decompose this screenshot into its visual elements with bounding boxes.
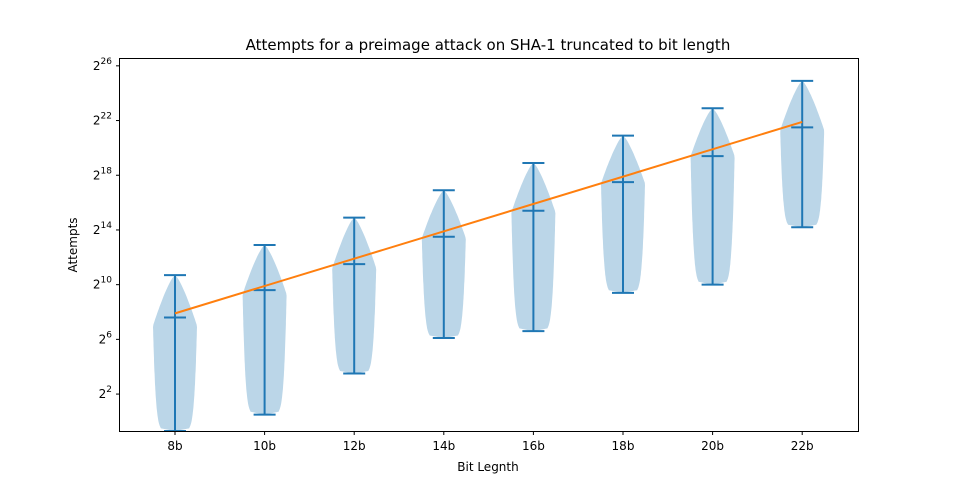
y-tick-exponent: 14 [101,221,113,231]
violin-whisker-14b [432,189,455,339]
x-tick-label: 16b [522,439,545,453]
y-tick-base: 2 [93,59,101,73]
x-axis-label: Bit Legnth [457,460,518,474]
y-tick-exponent: 6 [106,330,112,340]
y-tick-base: 2 [93,223,101,237]
trend-line [174,120,803,315]
y-tick-label: 214 [93,221,112,237]
y-tick-label: 26 [99,330,113,346]
x-tick-label: 22b [791,439,814,453]
y-tick-base: 2 [99,387,107,401]
violin-whisker-12b [343,216,366,375]
x-tick-label: 12b [343,439,366,453]
violin-whisker-20b [701,107,724,286]
x-tick-label: 18b [612,439,635,453]
y-tick-base: 2 [99,332,107,346]
y-tick-label: 210 [93,276,112,292]
x-tick-label: 10b [253,439,276,453]
plot-area [153,79,825,431]
x-tick-label: 8b [167,439,182,453]
y-tick-exponent: 22 [101,112,112,122]
y-axis-label: Attempts [66,217,80,272]
y-tick-label: 22 [99,385,112,401]
violin-whisker-8b [164,274,186,431]
y-tick-base: 2 [93,168,101,182]
violin-whisker-16b [522,161,545,333]
y-tick-label: 218 [93,166,112,182]
y-tick-base: 2 [93,114,101,128]
y-tick-base: 2 [93,278,101,292]
chart-title: Attempts for a preimage attack on SHA-1 … [246,36,731,54]
x-axis: 8b 10b 12b 14b 16b 18b 20b 22b [167,431,814,453]
y-tick-label: 222 [93,112,112,128]
violin-whisker-18b [612,134,634,294]
y-tick-exponent: 18 [101,166,113,176]
y-tick-exponent: 26 [101,57,113,67]
x-tick-label: 14b [432,439,455,453]
violin-whisker-22b [791,79,814,229]
x-tick-label: 20b [701,439,724,453]
y-tick-exponent: 10 [101,276,113,286]
plot-frame [119,58,859,432]
y-tick-exponent: 2 [106,385,112,395]
violin-whisker-10b [253,244,276,416]
y-tick-label: 226 [93,57,112,73]
